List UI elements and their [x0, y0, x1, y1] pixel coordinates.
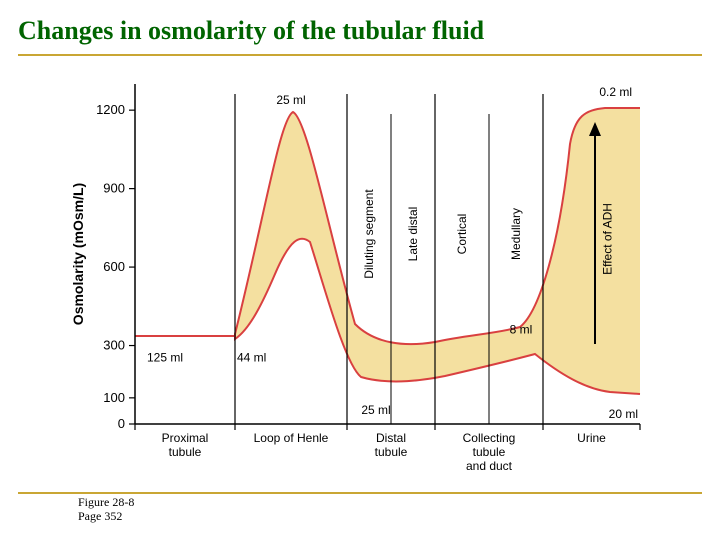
y-tick-label: 600 — [103, 259, 125, 274]
x-seg-label-collecting: Collecting — [463, 431, 516, 445]
x-seg-label-collecting: tubule — [473, 445, 506, 459]
x-seg-label-proximal: Proximal — [162, 431, 209, 445]
slide-title: Changes in osmolarity of the tubular flu… — [18, 16, 702, 46]
vol-02: 0.2 ml — [599, 85, 632, 99]
x-seg-label-distal: tubule — [375, 445, 408, 459]
figure-caption: Figure 28-8 Page 352 — [78, 496, 702, 524]
vol-8: 8 ml — [510, 323, 533, 337]
x-seg-label-collecting: and duct — [466, 459, 513, 473]
vol-44: 44 ml — [237, 351, 266, 365]
y-tick-label: 900 — [103, 181, 125, 196]
y-tick-label: 0 — [118, 416, 125, 431]
y-tick-label: 100 — [103, 390, 125, 405]
x-seg-label-proximal: tubule — [169, 445, 202, 459]
inset-diluting: Diluting segment — [362, 189, 376, 279]
caption-line2: Page 352 — [78, 509, 122, 523]
inset-cortical: Cortical — [455, 214, 469, 255]
footer-rule — [18, 492, 702, 494]
title-underline — [18, 54, 702, 56]
caption-line1: Figure 28-8 — [78, 495, 134, 509]
vol-20: 20 ml — [609, 407, 638, 421]
inset-adh: Effect of ADH — [601, 203, 615, 275]
vol-25-bot: 25 ml — [361, 403, 390, 417]
osmolarity-chart: 0 100 300 600 900 1200 Osmolarity (mOsm/L) Prox… — [65, 64, 655, 484]
x-seg-label-distal: Distal — [376, 431, 406, 445]
inset-medullary: Medullary — [509, 208, 523, 260]
x-seg-label-loop: Loop of Henle — [254, 431, 329, 445]
y-axis-label: Osmolarity (mOsm/L) — [70, 183, 86, 325]
inset-latedistal: Late distal — [406, 207, 420, 262]
x-seg-label-urine: Urine — [577, 431, 606, 445]
vol-25-top: 25 ml — [276, 93, 305, 107]
y-tick-label: 1200 — [96, 102, 125, 117]
chart-svg: 0 100 300 600 900 1200 Osmolarity (mOsm/L) Prox… — [65, 64, 655, 484]
area-fill — [135, 108, 640, 394]
vol-125: 125 ml — [147, 351, 183, 365]
y-tick-label: 300 — [103, 338, 125, 353]
